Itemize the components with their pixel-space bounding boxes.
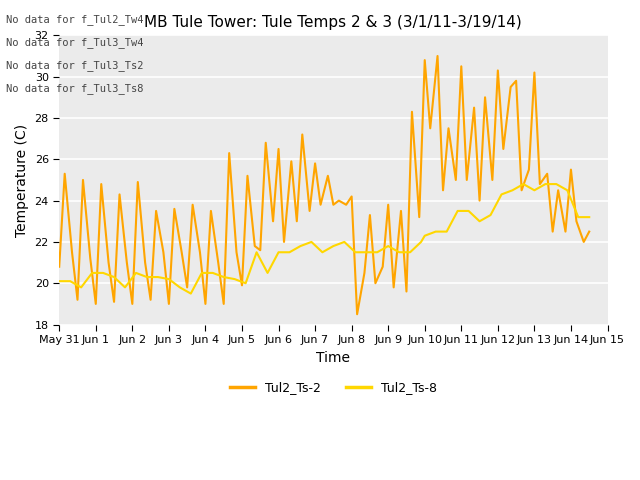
Tul2_Ts-8 bbox=[209, 270, 216, 276]
Tul2_Ts-8 bbox=[443, 228, 451, 234]
Tul2_Ts-8 bbox=[465, 208, 472, 214]
Tul2_Ts-8 bbox=[406, 250, 414, 255]
Tul2_Ts-8 bbox=[498, 192, 506, 197]
Tul2_Ts-8 bbox=[541, 181, 549, 187]
Tul2_Ts-8 bbox=[308, 239, 316, 245]
Y-axis label: Temperature (C): Temperature (C) bbox=[15, 123, 29, 237]
Tul2_Ts-8 bbox=[509, 187, 516, 193]
Tul2_Ts-8 bbox=[143, 274, 151, 280]
Tul2_Ts-8 bbox=[231, 276, 239, 282]
X-axis label: Time: Time bbox=[316, 350, 350, 364]
Tul2_Ts-8 bbox=[154, 274, 162, 280]
Tul2_Ts-8 bbox=[417, 239, 425, 245]
Tul2_Ts-8 bbox=[264, 270, 271, 276]
Tul2_Ts-8 bbox=[165, 276, 173, 282]
Tul2_Ts-2 bbox=[586, 228, 593, 234]
Tul2_Ts-2 bbox=[353, 312, 361, 317]
Tul2_Ts-8 bbox=[176, 285, 184, 290]
Tul2_Ts-8 bbox=[563, 187, 571, 193]
Tul2_Ts-8 bbox=[56, 278, 63, 284]
Tul2_Ts-8 bbox=[253, 250, 260, 255]
Legend: Tul2_Ts-2, Tul2_Ts-8: Tul2_Ts-2, Tul2_Ts-8 bbox=[225, 376, 442, 399]
Line: Tul2_Ts-2: Tul2_Ts-2 bbox=[60, 56, 589, 314]
Tul2_Ts-8 bbox=[396, 250, 403, 255]
Line: Tul2_Ts-8: Tul2_Ts-8 bbox=[60, 184, 589, 294]
Tul2_Ts-8 bbox=[385, 243, 392, 249]
Tul2_Ts-8 bbox=[351, 250, 359, 255]
Tul2_Ts-8 bbox=[421, 233, 429, 239]
Tul2_Ts-8 bbox=[476, 218, 483, 224]
Tul2_Ts-2 bbox=[317, 202, 324, 208]
Tul2_Ts-8 bbox=[340, 239, 348, 245]
Tul2_Ts-8 bbox=[520, 181, 527, 187]
Tul2_Ts-2 bbox=[434, 53, 442, 59]
Text: No data for f_Tul3_Ts2: No data for f_Tul3_Ts2 bbox=[6, 60, 144, 72]
Tul2_Ts-8 bbox=[88, 270, 96, 276]
Tul2_Ts-8 bbox=[110, 274, 118, 280]
Tul2_Ts-8 bbox=[77, 285, 85, 290]
Text: No data for f_Tul2_Tw4: No data for f_Tul2_Tw4 bbox=[6, 14, 144, 25]
Tul2_Ts-2 bbox=[202, 301, 209, 307]
Tul2_Ts-8 bbox=[552, 181, 560, 187]
Tul2_Ts-8 bbox=[330, 243, 337, 249]
Tul2_Ts-8 bbox=[132, 270, 140, 276]
Tul2_Ts-8 bbox=[99, 270, 107, 276]
Tul2_Ts-8 bbox=[275, 250, 282, 255]
Title: MB Tule Tower: Tule Temps 2 & 3 (3/1/11-3/19/14): MB Tule Tower: Tule Temps 2 & 3 (3/1/11-… bbox=[145, 15, 522, 30]
Tul2_Ts-8 bbox=[242, 280, 250, 286]
Tul2_Ts-2 bbox=[372, 280, 380, 286]
Tul2_Ts-8 bbox=[220, 274, 228, 280]
Text: No data for f_Tul3_Tw4: No data for f_Tul3_Tw4 bbox=[6, 37, 144, 48]
Tul2_Ts-8 bbox=[285, 250, 293, 255]
Tul2_Ts-2 bbox=[481, 95, 489, 100]
Tul2_Ts-8 bbox=[531, 187, 538, 193]
Tul2_Ts-8 bbox=[362, 250, 370, 255]
Tul2_Ts-8 bbox=[486, 212, 494, 218]
Tul2_Ts-2 bbox=[68, 250, 76, 255]
Text: No data for f_Tul3_Ts8: No data for f_Tul3_Ts8 bbox=[6, 84, 144, 95]
Tul2_Ts-8 bbox=[575, 214, 582, 220]
Tul2_Ts-2 bbox=[207, 208, 215, 214]
Tul2_Ts-8 bbox=[67, 278, 74, 284]
Tul2_Ts-8 bbox=[432, 228, 440, 234]
Tul2_Ts-8 bbox=[373, 250, 381, 255]
Tul2_Ts-8 bbox=[296, 243, 304, 249]
Tul2_Ts-8 bbox=[586, 214, 593, 220]
Tul2_Ts-8 bbox=[187, 291, 195, 297]
Tul2_Ts-8 bbox=[198, 270, 205, 276]
Tul2_Ts-8 bbox=[319, 250, 326, 255]
Tul2_Ts-8 bbox=[454, 208, 461, 214]
Tul2_Ts-2 bbox=[56, 264, 63, 270]
Tul2_Ts-8 bbox=[121, 285, 129, 290]
